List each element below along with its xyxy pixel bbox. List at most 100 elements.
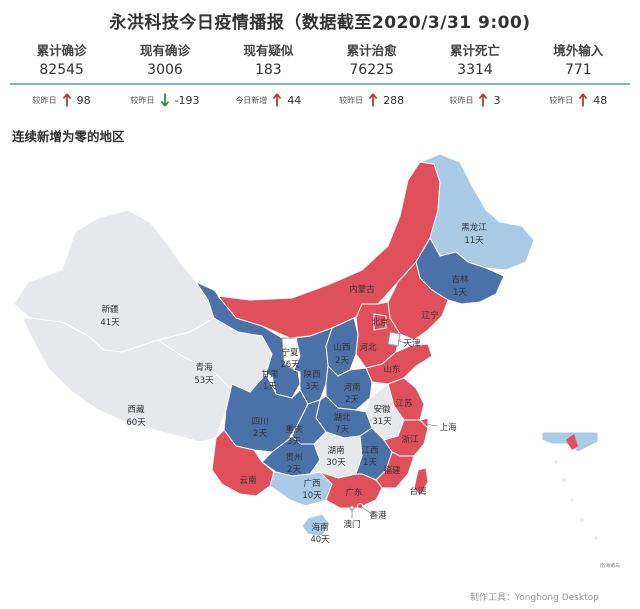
delta-imported: 较昨日 48 (527, 91, 630, 109)
label-ningxia-name: 宁夏 (281, 347, 299, 358)
label-shanxi-name: 山西 (333, 342, 350, 353)
label-yunnan-name: 云南 (239, 475, 256, 486)
label-henan-name: 河南 (343, 382, 360, 393)
delta-row: 较昨日 98 较昨日 -193 今日新增 44 较昨日 288 较昨日 3 较昨… (10, 91, 630, 109)
delta-label: 今日新增 (235, 95, 268, 105)
label-hainan-days: 40天 (310, 535, 330, 545)
leader-lines (351, 339, 439, 518)
label-henan-days: 2天 (345, 395, 359, 405)
stat-current-suspected: 现有疑似 183 (217, 42, 320, 82)
label-shanghai-name: 上海 (439, 422, 457, 433)
delta-label: 较昨日 (130, 95, 155, 105)
label-gansu-days: 1天 (263, 382, 277, 392)
stat-imported: 境外输入 771 (527, 42, 630, 82)
delta-value: 98 (76, 93, 91, 107)
delta-label: 较昨日 (32, 95, 57, 105)
label-shandong-name: 山东 (383, 364, 400, 375)
stat-cumulative-cured: 累计治愈 76225 (320, 42, 423, 82)
label-liaoning-name: 辽宁 (421, 310, 438, 321)
label-gansu-name: 甘肃 (261, 369, 279, 380)
label-guangxi-days: 10天 (302, 491, 322, 501)
label-anhui-name: 安徽 (373, 404, 391, 415)
stat-value: 183 (254, 62, 282, 78)
stat-value: 771 (564, 62, 592, 78)
arrow-down-icon (160, 93, 169, 107)
region-labels: 新疆 41天 西藏 60天 青海 53天 黑龙江 11天 吉林 1天 内蒙古 辽… (100, 222, 487, 545)
arrow-up-icon (368, 93, 378, 107)
region-zhejiang[interactable] (383, 419, 429, 457)
stat-label: 累计治愈 (346, 43, 397, 58)
stat-label: 现有确诊 (139, 43, 190, 58)
stat-label: 累计确诊 (36, 43, 87, 58)
label-shaanxi-name: 陕西 (303, 369, 320, 380)
region-taiwan[interactable] (413, 467, 429, 497)
label-zhejiang-name: 浙江 (401, 434, 419, 445)
stat-value: 82545 (39, 62, 84, 78)
label-heilongjiang-name: 黑龙江 (461, 222, 487, 233)
arrow-up-icon (579, 93, 588, 107)
region-beijing[interactable] (373, 313, 387, 331)
label-guizhou-days: 2天 (287, 465, 301, 475)
label-sichuan-days: 2天 (253, 429, 267, 439)
stat-cumulative-deaths: 累计死亡 3314 (423, 42, 526, 82)
label-guangxi-name: 广西 (303, 478, 320, 489)
label-fujian-name: 福建 (383, 465, 401, 476)
arrow-up-icon (62, 93, 71, 107)
label-xizang-days: 60天 (126, 418, 146, 428)
label-guangdong-name: 广东 (345, 487, 362, 498)
label-ningxia-days: 26天 (280, 360, 300, 370)
stat-label: 现有疑似 (243, 43, 294, 58)
delta-value: -193 (174, 93, 200, 107)
label-aomen-name: 澳门 (343, 519, 360, 530)
label-qinghai-days: 53天 (194, 376, 214, 386)
label-jilin-name: 吉林 (451, 274, 469, 285)
label-sichuan-name: 四川 (251, 417, 268, 427)
arrow-up-icon (479, 93, 488, 107)
delta-current-suspected: 今日新增 44 (217, 91, 320, 109)
stat-label: 累计死亡 (449, 43, 500, 58)
region-shandong[interactable] (365, 343, 433, 385)
label-jilin-days: 1天 (453, 288, 467, 298)
label-chongqing-days: 3天 (287, 437, 301, 447)
label-taiwan-name: 台湾 (409, 486, 427, 497)
delta-label: 较昨日 (549, 95, 574, 105)
label-hubei-days: 7天 (335, 425, 349, 435)
delta-cumulative-cured: 较昨日 288 (320, 91, 423, 109)
label-xianggang-name: 香港 (369, 510, 387, 521)
south-china-sea-note: 南海诸岛 (600, 563, 621, 569)
label-hubei-name: 湖北 (333, 413, 351, 423)
stats-row: 累计确诊 82545 现有确诊 3006 现有疑似 183 累计治愈 76225… (10, 42, 630, 82)
label-chongqing-name: 重庆 (285, 424, 303, 435)
label-guizhou-name: 贵州 (285, 452, 302, 463)
region-guangxi[interactable] (269, 471, 333, 507)
label-xinjiang-days: 41天 (100, 318, 120, 328)
region-guangdong[interactable] (319, 471, 383, 509)
label-jiangsu-name: 江苏 (395, 398, 413, 409)
region-tianjin[interactable] (387, 331, 401, 347)
stat-value: 3314 (457, 62, 493, 78)
label-qinghai-name: 青海 (195, 362, 213, 373)
label-xinjiang-name: 新疆 (101, 304, 119, 315)
footer-credit: 制作工具：Yonghong Desktop (470, 593, 599, 603)
delta-value: 3 (493, 93, 501, 107)
region-hainan[interactable] (301, 513, 331, 537)
delta-value: 44 (287, 93, 302, 107)
delta-label: 较昨日 (339, 95, 364, 105)
label-hunan-name: 湖南 (327, 445, 344, 456)
label-jiangxi-name: 江西 (361, 446, 378, 456)
label-hunan-days: 30天 (326, 458, 346, 468)
label-neimenggu-name: 内蒙古 (349, 284, 375, 295)
page-title: 永洪科技今日疫情播报（数据截至2020/3/31 9:00) (109, 13, 531, 33)
label-heilongjiang-days: 11天 (464, 236, 484, 246)
label-beijing-name: 北京 (371, 317, 388, 328)
stats-divider (10, 83, 630, 85)
stat-value: 3006 (147, 62, 183, 78)
china-map: 新疆 41天 西藏 60天 青海 53天 黑龙江 11天 吉林 1天 内蒙古 辽… (13, 153, 599, 545)
stat-value: 76225 (349, 62, 394, 78)
label-hainan-name: 海南 (311, 522, 328, 533)
delta-value: 288 (383, 93, 405, 107)
label-shanxi-days: 2天 (335, 356, 349, 366)
stat-current-confirmed: 现有确诊 3006 (113, 42, 216, 82)
region-heilongjiang[interactable] (419, 153, 535, 271)
label-shaanxi-days: 3天 (305, 382, 319, 392)
